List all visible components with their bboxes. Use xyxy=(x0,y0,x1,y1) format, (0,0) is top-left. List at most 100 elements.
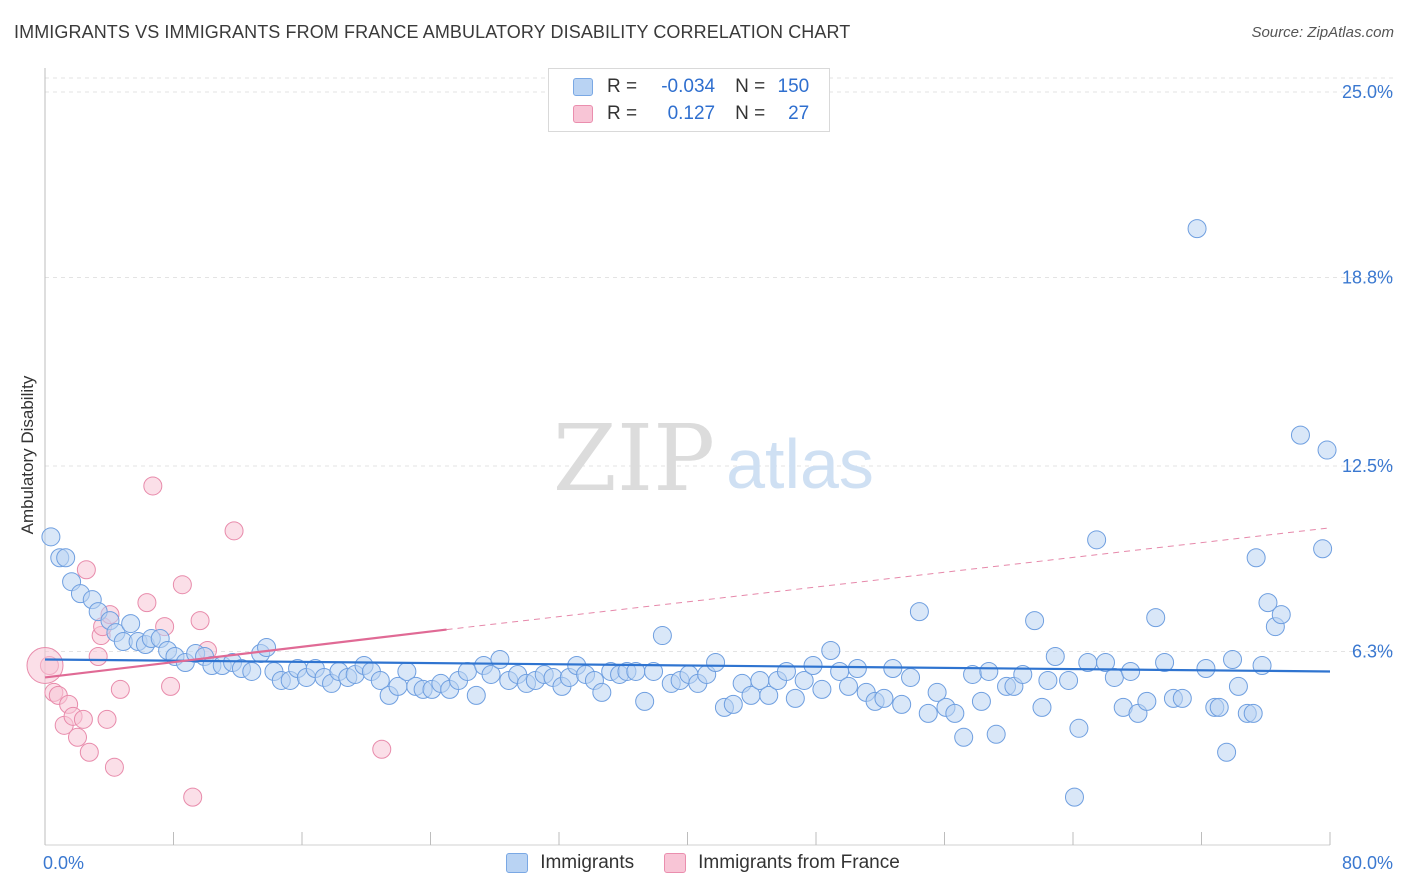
x-tick-label: 0.0% xyxy=(43,853,84,873)
immigrant-point xyxy=(838,676,858,696)
source-label: Source: ZipAtlas.com xyxy=(1251,24,1394,41)
immigrant-point xyxy=(1137,691,1157,711)
immigrant-point xyxy=(776,661,796,681)
immigrant-point xyxy=(794,670,814,690)
immigrant-point xyxy=(1087,530,1107,550)
immigrant-point xyxy=(979,661,999,681)
legend-r-value: 0.127 xyxy=(667,103,716,124)
immigrant-point xyxy=(785,688,805,708)
immigrant-point xyxy=(242,661,262,681)
immigrant-point xyxy=(909,602,929,622)
correlation-legend: R = -0.034 N = 150 R = 0.127 N = 27 xyxy=(548,68,830,132)
series-legend-france[interactable]: Immigrants from France xyxy=(664,852,900,874)
watermark: ZIP atlas xyxy=(553,405,874,512)
immigrant-point xyxy=(644,661,664,681)
immigrant-point xyxy=(490,649,510,669)
france-points xyxy=(26,476,392,807)
immigrant-point xyxy=(592,682,612,702)
france-point xyxy=(137,593,157,613)
immigrant-point xyxy=(954,727,974,747)
immigrant-point xyxy=(971,691,991,711)
france-point xyxy=(110,679,130,699)
y-tick-label: 18.8% xyxy=(1342,268,1393,288)
series-legend-label: Immigrants xyxy=(540,852,635,873)
immigrant-point xyxy=(1223,649,1243,669)
immigrant-point xyxy=(1121,661,1141,681)
immigrant-point xyxy=(466,685,486,705)
immigrant-point xyxy=(901,667,921,687)
immigrant-point xyxy=(1069,718,1089,738)
immigrant-point xyxy=(706,652,726,672)
immigrant-point xyxy=(652,626,672,646)
immigrant-point xyxy=(1196,658,1216,678)
series-legend-immigrants[interactable]: Immigrants xyxy=(506,852,634,874)
legend-row-france: R = 0.127 N = 27 xyxy=(573,102,809,126)
france-point xyxy=(372,739,392,759)
france-point xyxy=(190,611,210,631)
immigrant-point xyxy=(41,527,61,547)
immigrant-point xyxy=(1104,667,1124,687)
immigrant-point xyxy=(1025,611,1045,631)
immigrants-trend-line xyxy=(44,658,1331,673)
legend-n-label: N = xyxy=(735,76,766,97)
immigrant-point xyxy=(1217,742,1237,762)
chart-title: IMMIGRANTS VS IMMIGRANTS FROM FRANCE AMB… xyxy=(14,22,851,42)
immigrant-point xyxy=(481,664,501,684)
x-tick-label: 80.0% xyxy=(1342,853,1393,873)
immigrant-point xyxy=(918,703,938,723)
france-point xyxy=(97,709,117,729)
immigrant-point xyxy=(1155,652,1175,672)
france-point xyxy=(79,742,99,762)
immigrant-point xyxy=(874,688,894,708)
immigrant-point xyxy=(812,679,832,699)
immigrant-point xyxy=(759,685,779,705)
watermark-atlas: atlas xyxy=(726,425,874,503)
immigrant-point xyxy=(1317,440,1337,460)
immigrant-point xyxy=(803,655,823,675)
france-point-large xyxy=(26,646,64,684)
immigrant-point xyxy=(986,724,1006,744)
immigrant-point xyxy=(370,670,390,690)
immigrant-point xyxy=(257,638,277,658)
immigrant-point xyxy=(1228,676,1248,696)
immigrant-point xyxy=(56,548,76,568)
y-tick-label: 12.5% xyxy=(1342,456,1393,476)
trend-lines xyxy=(44,527,1331,679)
france-point xyxy=(73,709,93,729)
gridlines xyxy=(45,77,1395,653)
immigrant-point xyxy=(121,614,141,634)
legend-row-immigrants: R = -0.034 N = 150 xyxy=(573,75,809,99)
immigrant-point xyxy=(723,694,743,714)
immigrant-point xyxy=(1095,652,1115,672)
series-swatch-blue xyxy=(506,853,529,873)
legend-n-value: 27 xyxy=(788,103,810,124)
immigrant-point xyxy=(945,703,965,723)
immigrant-point xyxy=(1209,697,1229,717)
immigrant-point xyxy=(1045,647,1065,667)
tick-labels: 6.3% 12.5% 18.8% 25.0% 0.0% 80.0% xyxy=(43,82,1393,873)
immigrant-point xyxy=(1146,608,1166,628)
immigrant-point xyxy=(847,658,867,678)
immigrant-point xyxy=(927,682,947,702)
y-tick-label: 25.0% xyxy=(1342,82,1393,102)
france-point xyxy=(104,757,124,777)
y-tick-label: 6.3% xyxy=(1352,642,1393,662)
legend-r-label: R = xyxy=(607,103,638,124)
immigrant-point xyxy=(1246,548,1266,568)
france-point xyxy=(67,727,87,747)
immigrant-point xyxy=(1271,605,1291,625)
immigrant-point xyxy=(1258,593,1278,613)
france-point xyxy=(143,476,163,496)
immigrant-point xyxy=(457,661,477,681)
france-point xyxy=(183,787,203,807)
immigrant-point xyxy=(1313,539,1333,559)
immigrant-point xyxy=(1038,670,1058,690)
legend-swatch-pink xyxy=(573,105,593,123)
immigrant-point xyxy=(1290,425,1310,445)
immigrant-point xyxy=(1187,219,1207,239)
immigrant-point xyxy=(1064,787,1084,807)
immigrant-point xyxy=(1032,697,1052,717)
france-point xyxy=(172,575,192,595)
legend-n-label: N = xyxy=(735,103,766,124)
